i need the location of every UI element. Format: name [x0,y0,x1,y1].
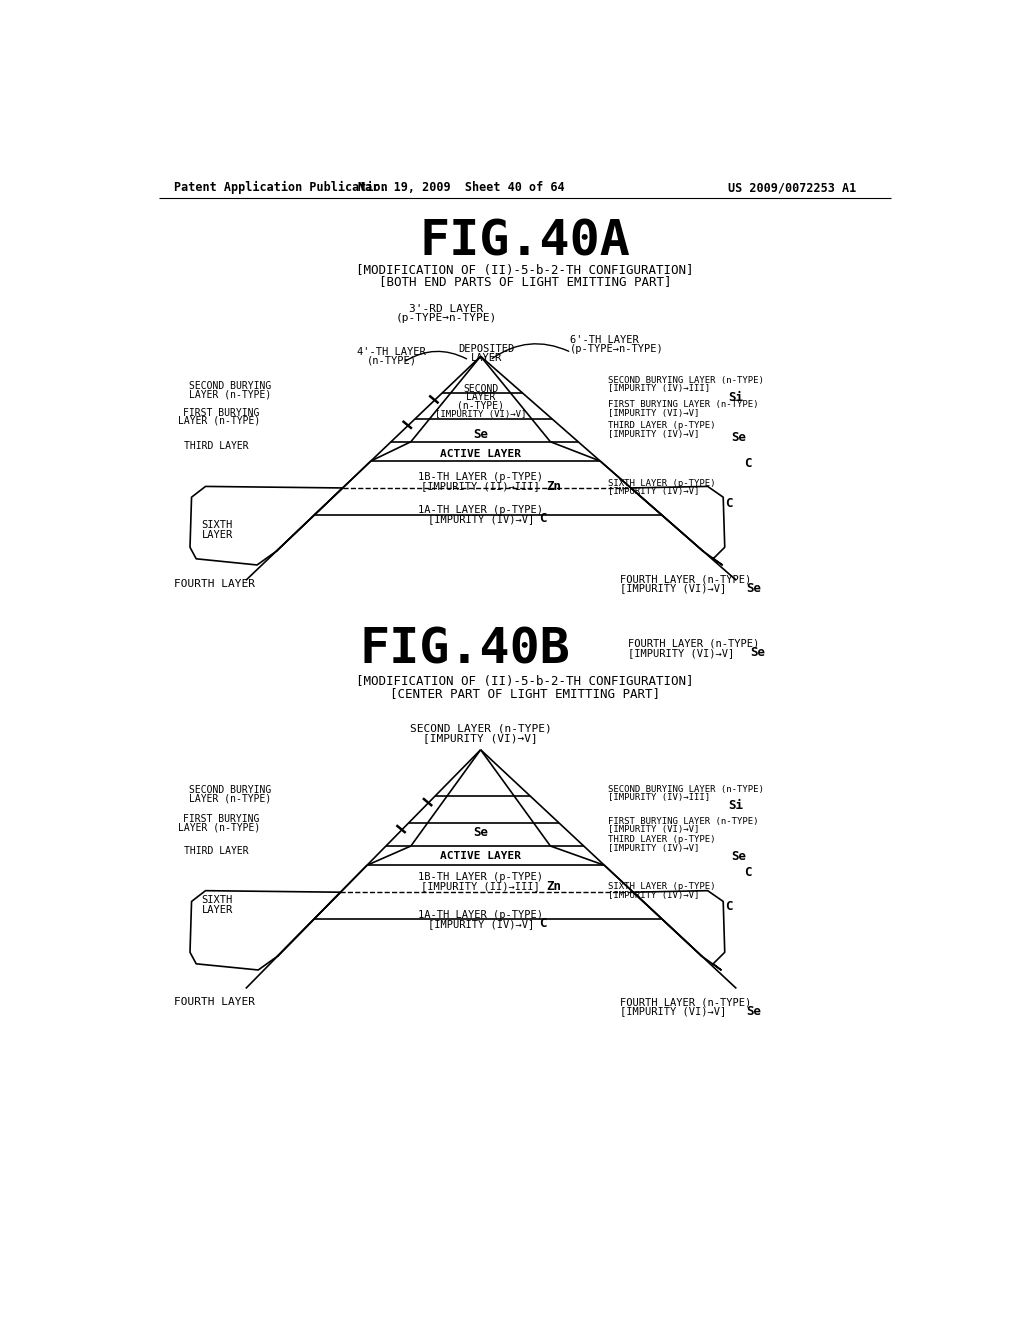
Text: [IMPURITY (IV)→V]: [IMPURITY (IV)→V] [608,487,699,496]
Text: [MODIFICATION OF (II)-5-b-2-TH CONFIGURATION]: [MODIFICATION OF (II)-5-b-2-TH CONFIGURA… [356,676,693,689]
Text: 1B-TH LAYER (p-TYPE): 1B-TH LAYER (p-TYPE) [418,473,543,482]
Text: ACTIVE LAYER: ACTIVE LAYER [440,851,521,861]
Text: [IMPURITY (IV)→V]: [IMPURITY (IV)→V] [608,891,699,900]
Text: [IMPURITY (II)→III]: [IMPURITY (II)→III] [421,880,540,891]
Text: 1B-TH LAYER (p-TYPE): 1B-TH LAYER (p-TYPE) [418,871,543,882]
Text: FIG.40B: FIG.40B [359,626,570,673]
Text: 3'-RD LAYER: 3'-RD LAYER [409,304,483,314]
Text: FIRST BURYING: FIRST BURYING [183,814,260,824]
Text: 1A-TH LAYER (p-TYPE): 1A-TH LAYER (p-TYPE) [418,909,543,920]
Text: Se: Se [731,850,745,863]
Text: THIRD LAYER (p-TYPE): THIRD LAYER (p-TYPE) [608,836,716,845]
Text: [IMPURITY (IV)→V]: [IMPURITY (IV)→V] [608,843,699,853]
Text: C: C [539,917,546,931]
Text: Se: Se [751,647,765,659]
Text: THIRD LAYER (p-TYPE): THIRD LAYER (p-TYPE) [608,421,716,430]
Text: FOURTH LAYER (n-TYPE): FOURTH LAYER (n-TYPE) [628,639,759,648]
Text: 4'-TH LAYER: 4'-TH LAYER [357,347,426,358]
Text: SECOND BURYING LAYER (n-TYPE): SECOND BURYING LAYER (n-TYPE) [608,784,764,793]
Text: Si: Si [729,391,743,404]
Text: SIXTH LAYER (p-TYPE): SIXTH LAYER (p-TYPE) [608,882,716,891]
Text: C: C [725,899,732,912]
Text: Se: Se [746,1005,762,1018]
Text: LAYER (n-TYPE): LAYER (n-TYPE) [189,793,271,804]
Text: FIRST BURYING LAYER (n-TYPE): FIRST BURYING LAYER (n-TYPE) [608,817,759,826]
Text: C: C [744,457,752,470]
Text: FOURTH LAYER (n-TYPE): FOURTH LAYER (n-TYPE) [621,998,752,1007]
Text: (p-TYPE→n-TYPE): (p-TYPE→n-TYPE) [569,343,664,354]
Text: (n-TYPE): (n-TYPE) [457,400,504,411]
Text: [IMPURITY (VI)→V]: [IMPURITY (VI)→V] [628,648,734,657]
Text: FIRST BURYING LAYER (n-TYPE): FIRST BURYING LAYER (n-TYPE) [608,400,759,409]
Text: (p-TYPE→n-TYPE): (p-TYPE→n-TYPE) [395,313,497,323]
Text: LAYER: LAYER [470,352,502,363]
Text: Zn: Zn [547,879,561,892]
Text: Patent Application Publication: Patent Application Publication [174,181,388,194]
Text: LAYER (n-TYPE): LAYER (n-TYPE) [177,822,260,833]
Text: SECOND LAYER (n-TYPE): SECOND LAYER (n-TYPE) [410,723,552,734]
Text: [IMPURITY (IV)→V]: [IMPURITY (IV)→V] [608,429,699,438]
Text: FOURTH LAYER: FOURTH LAYER [174,579,256,589]
Text: C: C [725,496,732,510]
Text: [CENTER PART OF LIGHT EMITTING PART]: [CENTER PART OF LIGHT EMITTING PART] [390,686,659,700]
Text: FIRST BURYING: FIRST BURYING [183,408,260,417]
Text: 6'-TH LAYER: 6'-TH LAYER [569,335,639,345]
Text: [IMPURITY (VI)→V]: [IMPURITY (VI)→V] [423,733,538,743]
Text: Mar. 19, 2009  Sheet 40 of 64: Mar. 19, 2009 Sheet 40 of 64 [358,181,564,194]
Text: [MODIFICATION OF (II)-5-b-2-TH CONFIGURATION]: [MODIFICATION OF (II)-5-b-2-TH CONFIGURA… [356,264,693,277]
Text: SIXTH LAYER (p-TYPE): SIXTH LAYER (p-TYPE) [608,479,716,488]
Text: Si: Si [729,800,743,813]
Text: [IMPURITY (IV)→III]: [IMPURITY (IV)→III] [608,384,711,393]
Text: SIXTH: SIXTH [202,520,232,529]
Text: Se: Se [746,582,762,594]
Text: [IMPURITY (VI)→V]: [IMPURITY (VI)→V] [435,411,526,420]
Text: THIRD LAYER: THIRD LAYER [183,846,248,855]
Text: Se: Se [473,428,488,441]
Text: [IMPURITY (II)→III]: [IMPURITY (II)→III] [421,482,540,491]
Text: FOURTH LAYER: FOURTH LAYER [174,998,256,1007]
Text: Zn: Zn [547,480,561,492]
Text: SECOND: SECOND [463,384,499,393]
Text: C: C [539,512,546,525]
Text: [IMPURITY (IV)→III]: [IMPURITY (IV)→III] [608,793,711,803]
Text: C: C [744,866,752,879]
Text: Se: Se [731,432,745,445]
Text: [IMPURITY (VI)→V]: [IMPURITY (VI)→V] [621,1007,726,1016]
Text: FOURTH LAYER (n-TYPE): FOURTH LAYER (n-TYPE) [621,574,752,585]
Text: LAYER: LAYER [466,392,496,403]
Text: [IMPURITY (VI)→V]: [IMPURITY (VI)→V] [608,825,699,834]
Text: ACTIVE LAYER: ACTIVE LAYER [440,449,521,459]
Text: Se: Se [473,825,488,838]
Text: 1A-TH LAYER (p-TYPE): 1A-TH LAYER (p-TYPE) [418,504,543,515]
Text: SECOND BURYING LAYER (n-TYPE): SECOND BURYING LAYER (n-TYPE) [608,376,764,384]
Text: LAYER: LAYER [202,906,232,915]
Text: (n-TYPE): (n-TYPE) [367,356,417,366]
Text: LAYER (n-TYPE): LAYER (n-TYPE) [177,416,260,426]
Text: [IMPURITY (IV)→V]: [IMPURITY (IV)→V] [427,513,534,524]
Text: LAYER: LAYER [202,529,232,540]
Text: THIRD LAYER: THIRD LAYER [183,441,248,451]
Text: DEPOSITED: DEPOSITED [458,345,514,354]
Text: FIG.40A: FIG.40A [420,218,630,265]
Text: [IMPURITY (VI)→V]: [IMPURITY (VI)→V] [621,583,726,593]
Text: SECOND BURYING: SECOND BURYING [189,381,271,391]
Text: US 2009/0072253 A1: US 2009/0072253 A1 [728,181,856,194]
Text: [IMPURITY (VI)→V]: [IMPURITY (VI)→V] [608,409,699,417]
Text: SIXTH: SIXTH [202,895,232,906]
Text: SECOND BURYING: SECOND BURYING [189,785,271,795]
Text: [IMPURITY (IV)→V]: [IMPURITY (IV)→V] [427,919,534,929]
Text: LAYER (n-TYPE): LAYER (n-TYPE) [189,389,271,400]
Text: [BOTH END PARTS OF LIGHT EMITTING PART]: [BOTH END PARTS OF LIGHT EMITTING PART] [379,275,671,288]
